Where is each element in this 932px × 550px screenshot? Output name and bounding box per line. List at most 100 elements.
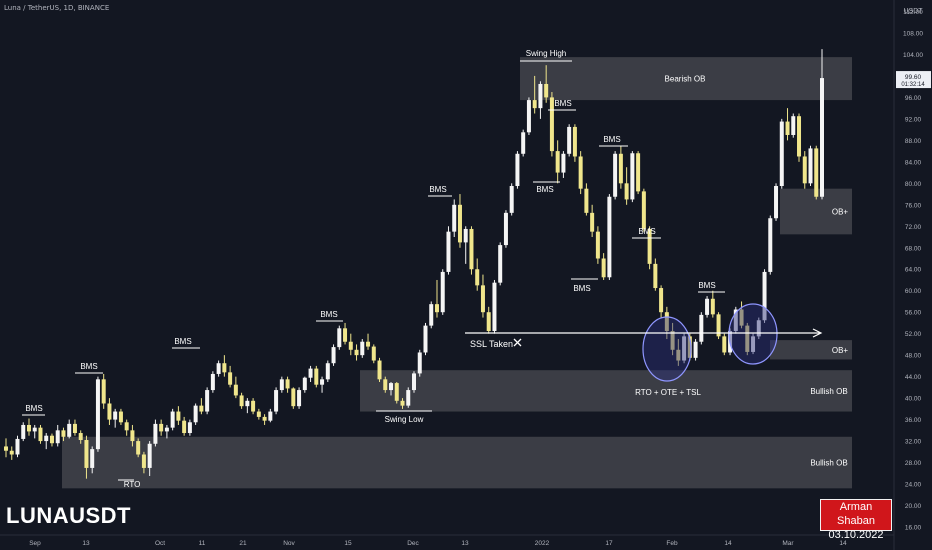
candle-body	[320, 379, 325, 385]
candle-body	[578, 156, 583, 189]
candle-body	[147, 443, 152, 468]
candle-body	[687, 336, 692, 358]
y-tick-label: 64.00	[905, 267, 922, 274]
candle-body	[210, 373, 215, 391]
candle-body	[590, 212, 595, 232]
annotation-label-10: BMS	[698, 281, 715, 290]
circle-0	[642, 316, 692, 382]
x-tick-label: Sep	[29, 540, 41, 547]
candle-body	[555, 151, 560, 173]
candle-body	[797, 116, 802, 157]
candle-body	[297, 390, 302, 407]
annotation-label-13: RTO	[124, 480, 141, 489]
candle-body	[182, 420, 187, 434]
candle-body	[699, 314, 704, 342]
candle-body	[9, 450, 14, 455]
time-axis[interactable]: Sep 13 Oct 11 21 Nov 15 Dec 13 2022 17 Feb 14 Mar 14	[29, 540, 847, 547]
candle-body	[785, 121, 790, 135]
zone-2	[770, 340, 852, 360]
candle-body	[526, 100, 531, 133]
x-tick-label: 2022	[535, 540, 550, 547]
candle-body	[193, 405, 198, 423]
y-tick-label: 20.00	[905, 503, 922, 510]
candle-body	[256, 411, 261, 417]
y-tick-label: 40.00	[905, 396, 922, 403]
candle-body	[659, 288, 664, 313]
price-axis[interactable]: USDT112.00108.00104.00100.0096.0092.0088…	[896, 8, 931, 532]
candle-body	[538, 83, 543, 109]
highlight-circles	[642, 303, 778, 382]
candle-body	[170, 411, 175, 428]
candle-body	[670, 330, 675, 350]
zone-3	[360, 370, 852, 412]
zone-label-4: Bullish OB	[810, 459, 847, 468]
candle-body	[55, 430, 60, 444]
candle-body	[159, 423, 164, 432]
price-tag	[896, 71, 931, 89]
zone-label-1: OB+	[832, 208, 849, 217]
candle-body	[802, 156, 807, 184]
candle-body	[343, 328, 348, 342]
candle-body	[38, 427, 43, 442]
candle-body	[239, 395, 244, 407]
candle-body	[377, 360, 382, 380]
candle-body	[325, 363, 330, 380]
candle-body	[814, 148, 819, 197]
candle-body	[389, 383, 394, 391]
candle-body	[113, 411, 118, 420]
symbol-header: Luna / TetherUS, 1D, BINANCE	[4, 4, 110, 12]
candle-body	[693, 341, 698, 358]
candle-body	[383, 379, 388, 391]
x-tick-label: 15	[344, 540, 352, 547]
y-tick-label: 36.00	[905, 417, 922, 424]
candle-body	[641, 191, 646, 229]
annotation-label-8: BMS	[573, 284, 590, 293]
candle-body	[791, 116, 796, 135]
annotation-label-7: BMS	[603, 135, 620, 144]
candle-body	[337, 328, 342, 348]
zone-label-2: OB+	[832, 346, 849, 355]
candle-body	[584, 188, 589, 213]
candle-body	[49, 435, 54, 444]
author-signature: Arman Shaban 03.10.2022	[820, 499, 892, 541]
candle-body	[768, 218, 773, 272]
candle-body	[32, 427, 37, 432]
candle-body	[274, 390, 279, 412]
candle-body	[779, 121, 784, 187]
candle-body	[205, 390, 210, 412]
candle-body	[262, 416, 267, 421]
candle-body	[733, 309, 738, 331]
x-tick-label: 11	[199, 540, 206, 547]
candle-body	[820, 78, 824, 197]
candle-body	[561, 153, 566, 173]
y-tick-label: 84.00	[905, 159, 922, 166]
candle-body	[601, 258, 606, 278]
candle-body	[15, 438, 20, 455]
candle-body	[26, 424, 31, 432]
zone-0	[520, 57, 852, 101]
y-tick-label: 88.00	[905, 138, 922, 145]
candle-body	[636, 153, 641, 192]
candle-body	[469, 228, 474, 270]
candle-body	[486, 312, 491, 331]
annotation-label-9: BMS	[638, 227, 655, 236]
annotation-label-4: BMS	[429, 185, 446, 194]
zone-4	[62, 436, 852, 489]
candle-body	[153, 423, 158, 444]
candle-body	[808, 148, 813, 184]
y-tick-label: 108.00	[903, 30, 923, 37]
candle-body	[90, 449, 95, 468]
candle-body	[233, 384, 238, 396]
candle-body	[595, 231, 600, 259]
y-axis-unit: USDT	[903, 8, 923, 15]
y-tick-label: 96.00	[905, 95, 922, 102]
candle-body	[4, 446, 8, 451]
y-tick-label: 28.00	[905, 460, 922, 467]
candle-body	[124, 422, 129, 431]
candle-body	[716, 314, 721, 337]
price-tag-countdown: 01:32:14	[901, 82, 925, 88]
candle-body	[607, 196, 612, 278]
candle-body	[705, 298, 710, 315]
author-name: Arman Shaban	[837, 501, 875, 527]
y-tick-label: 24.00	[905, 482, 922, 489]
